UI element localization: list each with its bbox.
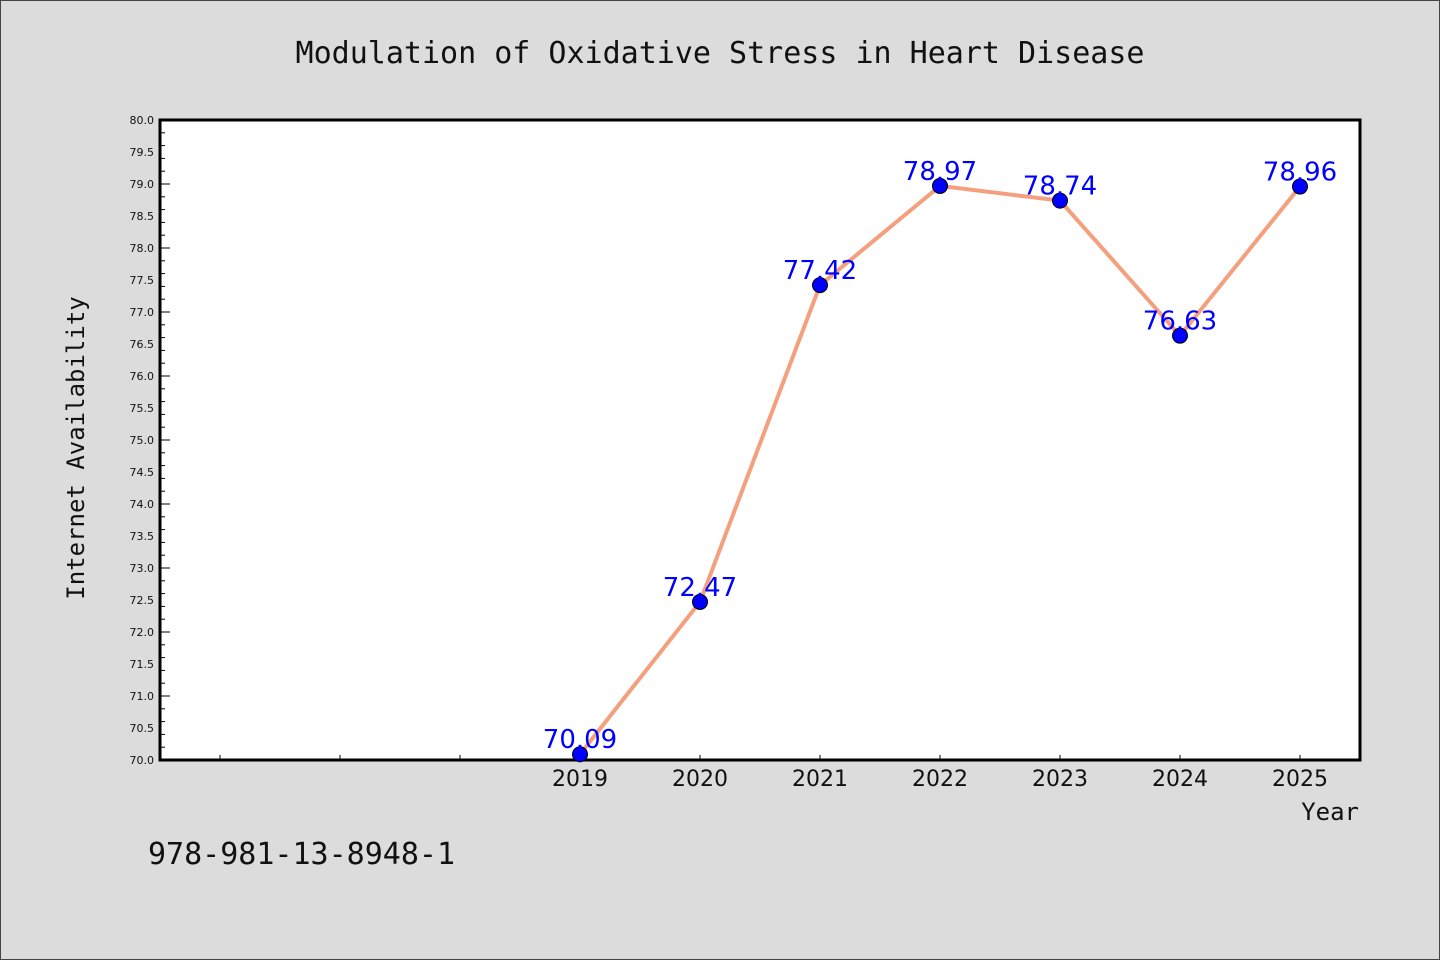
data-point — [932, 177, 948, 194]
data-label: 77.42 — [783, 256, 857, 286]
y-tick-label: 78.0 — [130, 242, 155, 255]
y-axis-label: Internet Availability — [62, 296, 90, 599]
y-tick-label: 72.0 — [130, 626, 155, 639]
x-tick-label: 2025 — [1272, 767, 1328, 792]
y-tick-label: 71.5 — [130, 658, 155, 671]
x-axis-label: Year — [1301, 798, 1359, 826]
y-tick-label: 74.5 — [130, 466, 155, 479]
y-tick-label: 76.5 — [130, 338, 155, 351]
y-axis: 70.0 70.5 71.0 71.5 72.0 72.5 73.0 73.5 74.0 74.5… — [130, 114, 170, 767]
y-tick-label: 70.5 — [130, 722, 155, 735]
y-tick-label: 75.0 — [130, 434, 155, 447]
y-tick-label: 79.5 — [130, 146, 155, 159]
y-tick-label: 71.0 — [130, 690, 155, 703]
y-tick-label: 74.0 — [130, 498, 155, 511]
data-label: 70.09 — [543, 725, 617, 755]
x-axis: 2019 2020 2021 2022 2023 2024 2025 — [219, 755, 1328, 792]
y-tick-label: 78.5 — [130, 210, 155, 223]
data-label: 78.97 — [903, 157, 977, 187]
data-point — [1172, 327, 1188, 344]
y-tick-label: 72.5 — [130, 594, 155, 607]
data-label: 78.96 — [1263, 158, 1337, 188]
y-tick-label: 76.0 — [130, 370, 155, 383]
data-point — [1052, 192, 1068, 209]
x-tick-label: 2021 — [792, 767, 848, 792]
chart-title: Modulation of Oxidative Stress in Heart … — [296, 36, 1145, 71]
x-tick-label: 2019 — [552, 767, 608, 792]
y-tick-label: 73.0 — [130, 562, 155, 575]
data-label: 78.74 — [1023, 172, 1097, 202]
y-tick-label: 75.5 — [130, 402, 155, 415]
y-tick-label: 77.5 — [130, 274, 155, 287]
x-tick-label: 2024 — [1152, 767, 1208, 792]
y-tick-label: 70.0 — [130, 754, 155, 767]
y-tick-label: 80.0 — [130, 114, 155, 127]
y-tick-label: 79.0 — [130, 178, 155, 191]
data-point — [692, 593, 708, 610]
data-label: 72.47 — [663, 573, 737, 603]
series — [572, 177, 1308, 763]
data-point — [1292, 178, 1308, 195]
x-tick-label: 2020 — [672, 767, 728, 792]
data-point — [812, 277, 828, 294]
y-tick-label: 73.5 — [130, 530, 155, 543]
x-tick-label: 2022 — [912, 767, 968, 792]
x-tick-label: 2023 — [1032, 767, 1088, 792]
data-labels: 70.09 72.47 77.42 78.97 78.74 76.63 78.96 — [543, 157, 1337, 755]
y-tick-label: 77.0 — [130, 306, 155, 319]
isbn-text: 978-981-13-8948-1 — [148, 837, 455, 872]
data-label: 76.63 — [1143, 307, 1217, 337]
data-point — [572, 746, 588, 763]
